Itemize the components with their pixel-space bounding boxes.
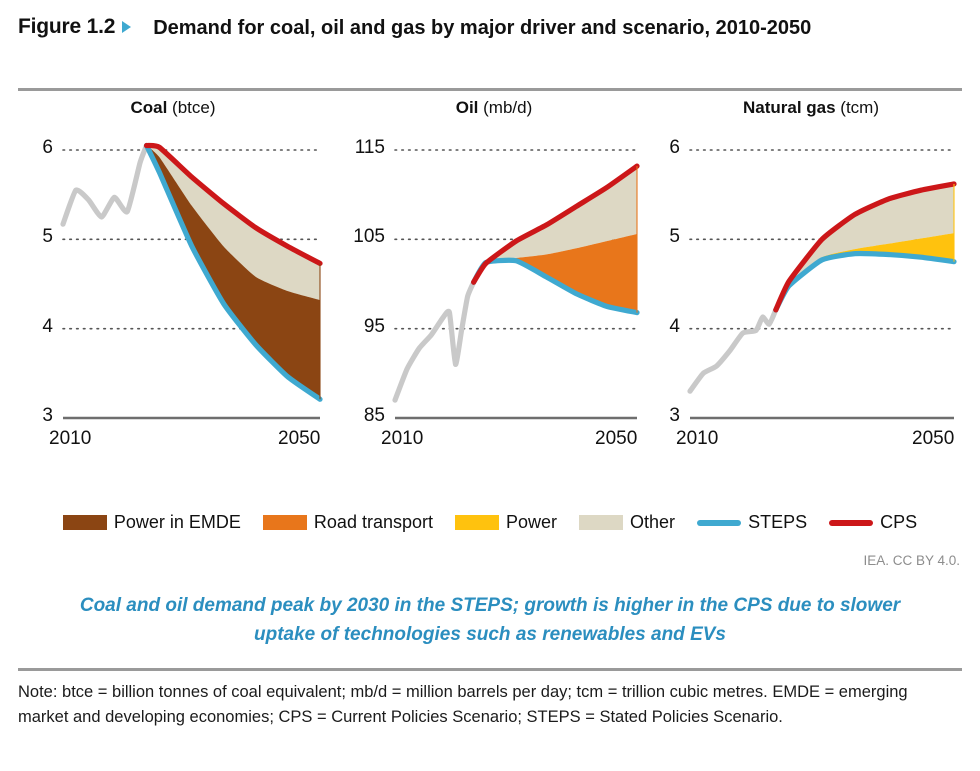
series-line-steps: [143, 142, 323, 402]
area-other: [775, 183, 954, 310]
y-tick-label: 3: [42, 405, 53, 426]
panel-title-coal-name: Coal: [130, 98, 168, 117]
chart-legend: Power in EMDE Road transport Power Other STE…: [0, 512, 980, 533]
x-tick-label: 2010: [676, 428, 719, 449]
figure-header: Figure 1.2 Demand for coal, oil and gas …: [18, 14, 962, 44]
panel-title-coal: Coal (btce): [8, 96, 338, 118]
x-tick-label: 2050: [912, 428, 955, 449]
area-power-in-emde: [146, 145, 320, 400]
plot-area-oil: 85 95 105 115 2010 2050: [333, 118, 655, 470]
legend-item-road-transport[interactable]: Road transport: [262, 512, 433, 533]
series-line-history: [392, 279, 477, 403]
panel-title-oil-name: Oil: [455, 98, 479, 117]
series-line-history: [687, 307, 779, 394]
legend-item-steps[interactable]: STEPS: [697, 512, 807, 533]
legend-item-power-in-emde[interactable]: Power in EMDE: [62, 512, 241, 533]
area-other: [146, 145, 320, 301]
legend-label: STEPS: [748, 512, 808, 532]
legend-label: Road transport: [313, 512, 433, 532]
header-divider: [18, 88, 962, 91]
chart-panels: Coal (btce) 3 4 5 6 2010 2050 Oil (mb/d) 85 9…: [0, 96, 980, 496]
legend-label: CPS: [880, 512, 918, 532]
area-power: [775, 233, 954, 310]
iea-credit: IEA. CC BY 4.0.: [863, 553, 960, 568]
y-tick-label: 6: [669, 137, 680, 158]
y-tick-label: 85: [363, 405, 385, 426]
legend-swatch-other: [579, 515, 624, 530]
area-road-transport: [473, 233, 637, 313]
figure-label: Figure 1.2: [18, 15, 116, 38]
panel-title-oil: Oil (mb/d): [333, 96, 655, 118]
panel-title-gas-name: Natural gas: [742, 98, 836, 117]
chart-panel-coal: Coal (btce) 3 4 5 6 2010 2050: [8, 96, 338, 496]
figure-note: Note: btce = billion tonnes of coal equi…: [18, 683, 908, 727]
panel-title-gas-unit: (tcm): [840, 98, 880, 117]
triangle-right-icon: [122, 21, 132, 33]
y-tick-label: 95: [363, 315, 385, 337]
legend-swatch-cps: [829, 519, 874, 526]
y-tick-label: 6: [42, 137, 53, 158]
panel-title-gas: Natural gas (tcm): [650, 96, 972, 118]
legend-label: Power: [506, 512, 558, 532]
y-tick-label: 4: [669, 315, 680, 337]
y-tick-label: 3: [669, 405, 680, 426]
chart-panel-oil: Oil (mb/d) 85 95 105 115 2010 2050: [333, 96, 655, 496]
legend-item-other[interactable]: Other: [579, 512, 675, 533]
series-line-cps: [471, 163, 640, 285]
legend-item-power[interactable]: Power: [455, 512, 557, 533]
figure-title: Demand for coal, oil and gas by major dr…: [153, 17, 812, 39]
legend-swatch-power: [455, 515, 499, 530]
chart-panel-gas: Natural gas (tcm) 3 4 5 6 2010 2050: [650, 96, 972, 496]
y-tick-label: 5: [42, 226, 53, 248]
plot-area-gas: 3 4 5 6 2010 2050: [650, 118, 972, 470]
y-tick-label: 4: [42, 315, 53, 337]
y-tick-label: 115: [354, 137, 385, 158]
legend-swatch-steps: [697, 519, 742, 526]
legend-label: Other: [630, 512, 676, 532]
figure-caption: Coal and oil demand peak by 2030 in the …: [79, 595, 901, 645]
x-tick-label: 2010: [49, 428, 92, 449]
panel-title-oil-unit: (mb/d): [483, 98, 533, 117]
legend-item-cps[interactable]: CPS: [829, 512, 917, 533]
series-line-cps: [773, 181, 957, 313]
panel-title-coal-unit: (btce): [172, 98, 216, 117]
x-tick-label: 2050: [595, 428, 638, 449]
series-line-cps: [143, 142, 323, 267]
footer-divider: [18, 668, 962, 671]
plot-area-coal: 3 4 5 6 2010 2050: [8, 118, 338, 470]
y-tick-label: 5: [669, 226, 680, 248]
legend-label: Power in EMDE: [113, 512, 241, 532]
series-line-history: [60, 142, 150, 227]
x-tick-label: 2010: [381, 428, 424, 449]
y-tick-label: 105: [353, 226, 385, 248]
x-tick-label: 2050: [278, 428, 321, 449]
legend-swatch-road-transport: [262, 515, 307, 530]
legend-swatch-power-in-emde: [62, 515, 107, 530]
